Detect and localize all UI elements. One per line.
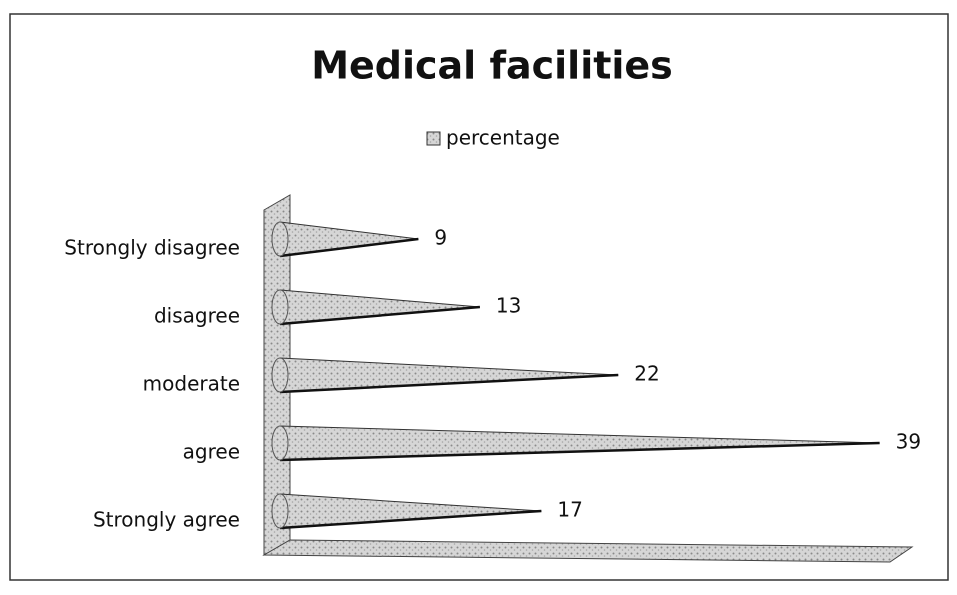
cone-base bbox=[271, 425, 289, 461]
data-label: 13 bbox=[496, 294, 521, 318]
data-label: 9 bbox=[434, 226, 447, 250]
cone-edge bbox=[279, 305, 480, 326]
legend-swatch bbox=[426, 131, 441, 146]
cone-edge bbox=[279, 509, 542, 530]
y-tick-label: Strongly agree bbox=[93, 508, 240, 532]
data-label: 17 bbox=[557, 498, 582, 522]
floor bbox=[262, 539, 914, 563]
y-tick-label: disagree bbox=[154, 304, 240, 328]
cone-edge bbox=[279, 441, 880, 462]
data-label: 39 bbox=[896, 430, 921, 454]
cone-edge bbox=[279, 237, 419, 258]
cone-base bbox=[271, 289, 289, 325]
y-tick-label: Strongly disagree bbox=[64, 236, 240, 260]
y-tick-label: agree bbox=[183, 440, 240, 464]
y-tick-label: moderate bbox=[143, 372, 240, 396]
cone-base bbox=[271, 221, 289, 257]
chart-border bbox=[9, 13, 949, 581]
chart-title: Medical facilities bbox=[311, 44, 673, 88]
cone-edge bbox=[279, 373, 619, 394]
cone-base bbox=[271, 357, 289, 393]
legend-label: percentage bbox=[446, 126, 560, 150]
data-label: 22 bbox=[634, 362, 659, 386]
cone-base bbox=[271, 493, 289, 529]
